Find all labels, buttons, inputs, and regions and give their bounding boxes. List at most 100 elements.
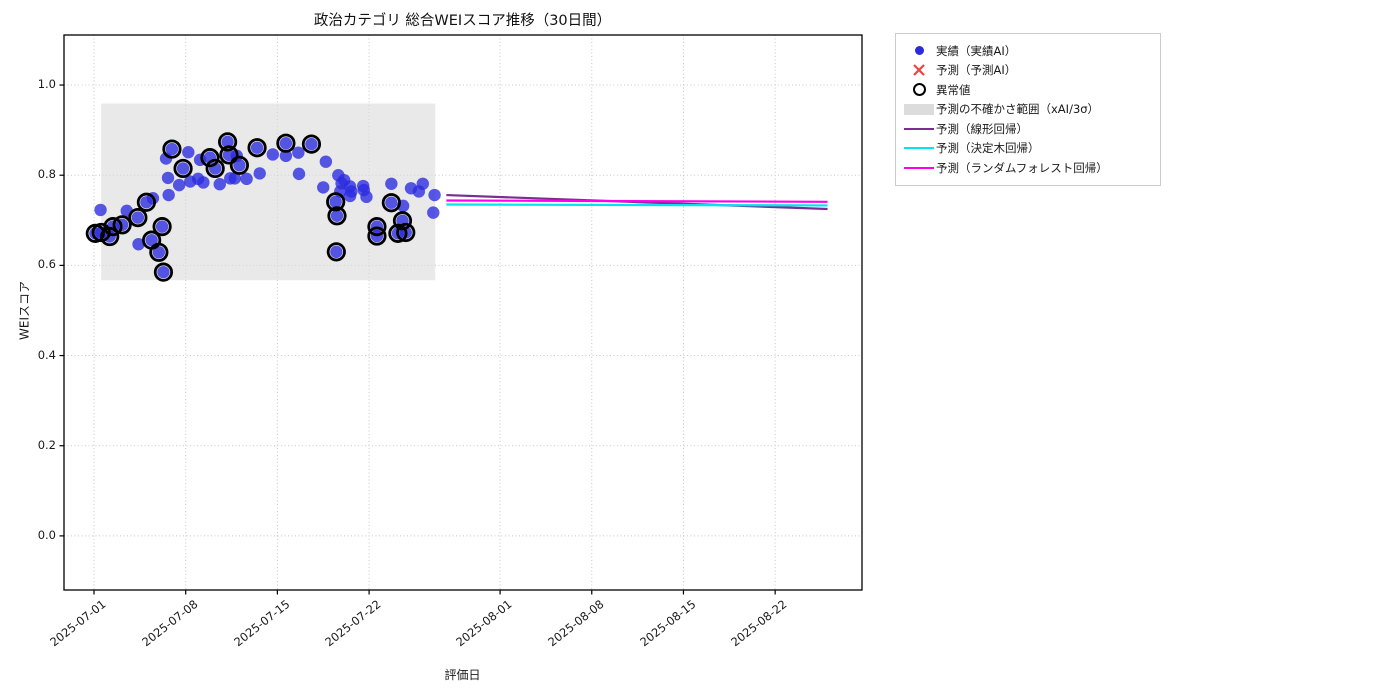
anomaly-ring xyxy=(388,223,408,243)
data-point xyxy=(385,196,398,209)
data-point xyxy=(360,190,373,204)
data-point xyxy=(213,178,226,191)
y-tick-label: 0.6 xyxy=(37,257,56,272)
data-point xyxy=(240,172,253,186)
cyan-line-icon xyxy=(902,147,936,150)
anomaly-ring xyxy=(367,226,387,246)
anomaly-ring xyxy=(218,132,238,152)
prediction-line-1 xyxy=(446,203,828,207)
data-point xyxy=(292,167,306,181)
data-point xyxy=(427,206,440,219)
anomaly-ring xyxy=(200,148,220,168)
legend-label: 実績（実績AI） xyxy=(936,43,1017,58)
anomaly-ring xyxy=(153,262,174,282)
legend-label: 異常値 xyxy=(936,82,971,97)
legend-item-forecast: 予測（予測AI） xyxy=(902,61,1152,81)
red-x-icon xyxy=(902,63,936,77)
legend-label: 予測（決定木回帰） xyxy=(936,141,1040,156)
y-tick-label: 1.0 xyxy=(37,77,56,92)
data-point xyxy=(94,203,107,217)
data-point xyxy=(161,171,175,185)
anomaly-ring xyxy=(103,217,123,237)
data-point xyxy=(197,176,210,189)
chart-title: 政治カテゴリ 総合WEIスコア推移（30日間） xyxy=(313,13,612,29)
data-point xyxy=(317,181,330,194)
legend-label: 予測（予測AI） xyxy=(936,63,1017,78)
anomaly-ring xyxy=(396,222,416,243)
data-point xyxy=(165,142,179,156)
data-point xyxy=(279,149,293,163)
data-point xyxy=(330,245,343,259)
open-circle-icon xyxy=(902,83,936,97)
anomaly-ring xyxy=(136,192,156,212)
data-point xyxy=(329,195,342,209)
data-point xyxy=(233,159,246,172)
anomaly-ring xyxy=(326,192,346,212)
data-point xyxy=(172,178,186,192)
data-point xyxy=(131,211,145,224)
x-axis-label: 評価日 xyxy=(444,668,481,682)
legend-item-uncertainty: 予測の不確かさ範囲（xAI/3σ） xyxy=(902,100,1152,120)
axes-border xyxy=(63,34,863,591)
data-point xyxy=(157,265,170,279)
legend-label: 予測（線形回帰） xyxy=(936,121,1028,136)
y-axis-label: WEIスコア xyxy=(17,281,32,340)
legend-label: 予測（ランダムフォレスト回帰） xyxy=(936,160,1108,175)
y-tick-label: 0.4 xyxy=(37,347,56,362)
data-point xyxy=(182,146,195,159)
anomaly-ring xyxy=(149,242,169,262)
legend-label: 予測の不確かさ範囲（xAI/3σ） xyxy=(936,102,1100,117)
data-point xyxy=(221,135,234,149)
data-point xyxy=(416,177,429,190)
data-point xyxy=(345,185,358,198)
legend: 実績（実績AI） 予測（予測AI） 異常値 予測の不確かさ範囲（xAI/3σ） … xyxy=(895,33,1161,186)
data-point xyxy=(428,188,441,202)
anomaly-ring xyxy=(276,133,296,153)
anomaly-ring xyxy=(326,242,346,262)
data-point xyxy=(152,246,166,259)
data-point xyxy=(250,141,264,154)
data-point xyxy=(228,172,242,185)
legend-item-anomaly: 異常値 xyxy=(902,80,1152,100)
data-point xyxy=(132,237,145,251)
data-point xyxy=(330,209,344,222)
data-point xyxy=(305,137,318,151)
anomaly-ring xyxy=(381,193,401,213)
data-point xyxy=(155,220,169,233)
legend-item-random-forest: 予測（ランダムフォレスト回帰） xyxy=(902,158,1152,178)
data-point xyxy=(162,188,175,202)
anomaly-ring xyxy=(152,217,172,237)
anomaly-ring xyxy=(229,155,249,175)
anomaly-ring xyxy=(301,134,322,154)
data-point xyxy=(253,167,266,180)
y-tick-label: 0.0 xyxy=(37,527,56,542)
purple-line-icon xyxy=(902,127,936,130)
y-tick-label: 0.8 xyxy=(37,167,56,182)
data-point xyxy=(319,155,333,168)
anomaly-ring xyxy=(367,217,387,237)
anomaly-ring xyxy=(100,226,120,247)
data-point xyxy=(145,233,158,247)
data-point xyxy=(279,137,293,150)
anomaly-ring xyxy=(219,145,239,165)
magenta-line-icon xyxy=(902,166,936,169)
anomaly-ring xyxy=(162,139,182,159)
legend-item-actual: 実績（実績AI） xyxy=(902,41,1152,61)
data-point xyxy=(292,146,305,159)
anomaly-ring xyxy=(247,138,267,158)
blue-dot-icon xyxy=(902,46,936,56)
data-point xyxy=(176,162,190,175)
anomaly-ring xyxy=(128,207,148,228)
anomaly-ring xyxy=(112,215,132,235)
gray-band-icon xyxy=(902,103,936,115)
data-point xyxy=(266,148,280,161)
y-tick-label: 0.2 xyxy=(37,437,56,452)
data-point xyxy=(385,177,398,190)
legend-item-linear-regression: 予測（線形回帰） xyxy=(902,119,1152,139)
prediction-line-2 xyxy=(446,199,828,203)
anomaly-ring xyxy=(173,158,193,179)
anomaly-ring xyxy=(205,158,225,179)
anomaly-ring xyxy=(327,206,347,226)
